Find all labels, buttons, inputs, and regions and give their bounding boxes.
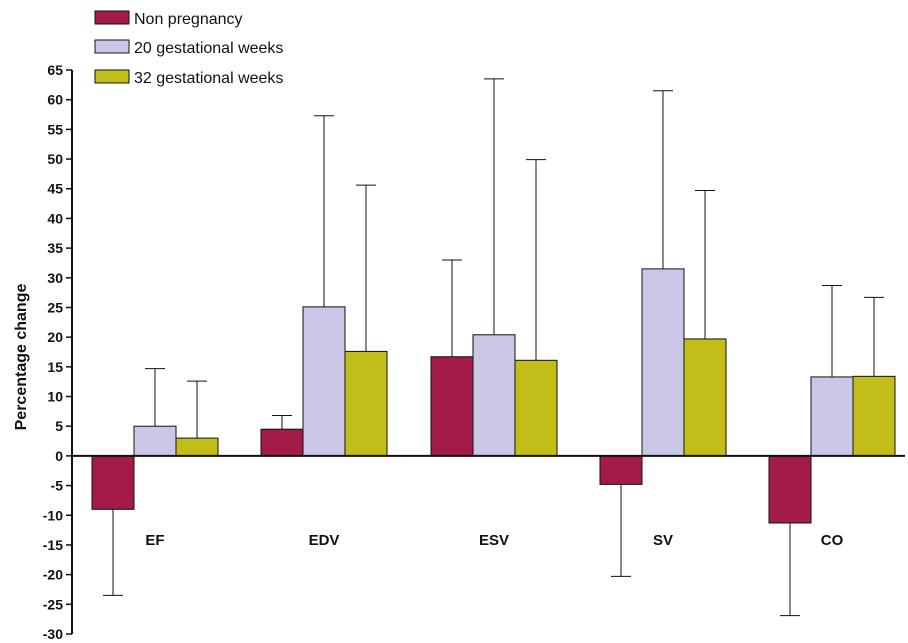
- y-tick-label: 25: [47, 299, 63, 315]
- bar: [852, 375, 896, 457]
- legend-swatch: [94, 10, 130, 25]
- bar: [133, 425, 177, 457]
- legend-swatch: [94, 39, 130, 54]
- bar: [260, 428, 304, 457]
- y-tick-label: 55: [47, 121, 63, 137]
- bar: [514, 359, 558, 457]
- bar: [641, 268, 685, 457]
- y-tick-label: 5: [55, 418, 63, 434]
- legend-label: 20 gestational weeks: [134, 40, 283, 57]
- y-tick-label: 15: [47, 359, 63, 375]
- bar: [599, 455, 643, 485]
- category-labels: EF EDV ESV SV CO: [145, 532, 843, 549]
- bar: [683, 338, 727, 457]
- bar: [810, 376, 854, 457]
- y-tick-label: -10: [43, 507, 63, 523]
- y-axis-title: Percentage change: [13, 284, 30, 431]
- y-tick-label: 50: [47, 151, 63, 167]
- category-label: EF: [145, 532, 164, 549]
- y-tick-label: 40: [47, 210, 63, 226]
- legend-label: 32 gestational weeks: [134, 70, 283, 87]
- legend: Non pregnancy 20 gestational weeks 32 gest…: [94, 10, 283, 87]
- y-axis: -30 -25 -20 -15 -10 -5 0 5 10 15 20 25 30 35 40 45 50 55 6…: [43, 62, 73, 642]
- category-label: ESV: [479, 532, 509, 549]
- category-label: CO: [821, 532, 844, 549]
- y-tick-label: 45: [47, 181, 63, 197]
- bar: [302, 306, 346, 457]
- y-tick-label: -25: [43, 596, 63, 612]
- y-tick-label: 0: [55, 448, 63, 464]
- y-tick-label: 30: [47, 270, 63, 286]
- y-tick-label: -5: [51, 478, 64, 494]
- legend-swatch: [94, 69, 130, 84]
- y-tick-label: 35: [47, 240, 63, 256]
- y-tick-label: -20: [43, 567, 63, 583]
- y-tick-label: 60: [47, 92, 63, 108]
- y-tick-label: 10: [47, 389, 63, 405]
- bar: [430, 356, 474, 457]
- y-tick-label: -15: [43, 537, 63, 553]
- y-tick-label: -30: [43, 626, 63, 642]
- bar: [768, 455, 812, 524]
- bar: [175, 437, 219, 457]
- legend-label: Non pregnancy: [134, 11, 243, 28]
- bar: [472, 334, 516, 457]
- y-tick-label: 65: [47, 62, 63, 78]
- bar: [91, 455, 135, 510]
- bar: [344, 350, 388, 457]
- category-label: SV: [653, 532, 673, 549]
- category-label: EDV: [309, 532, 340, 549]
- y-tick-label: 20: [47, 329, 63, 345]
